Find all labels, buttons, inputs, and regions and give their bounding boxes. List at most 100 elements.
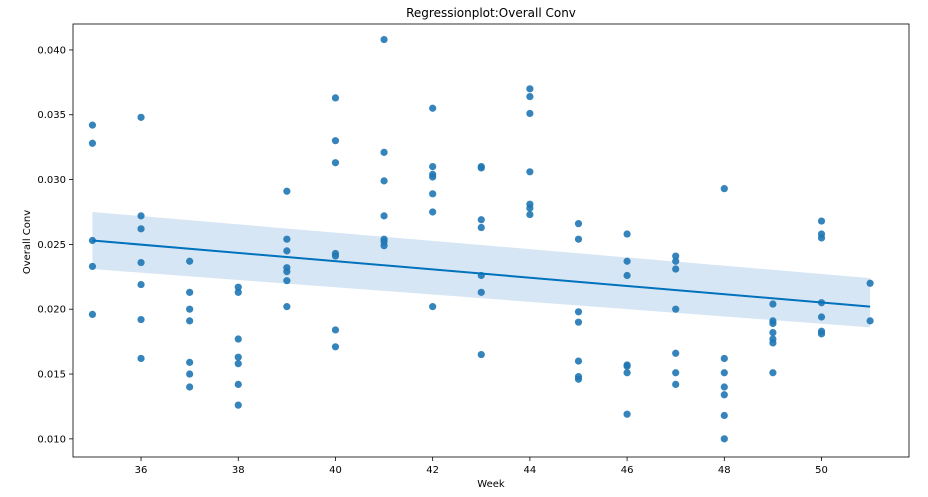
data-point [672, 380, 680, 389]
data-point [672, 369, 680, 377]
regression-line [92, 239, 871, 308]
data-point [88, 262, 97, 271]
data-point [137, 315, 145, 324]
data-point [186, 305, 194, 313]
data-point [526, 109, 534, 118]
data-point [672, 265, 680, 273]
x-tick-label: 40 [329, 465, 342, 476]
data-point [137, 225, 145, 233]
plot-frame [72, 23, 910, 458]
data-point [817, 313, 826, 321]
y-tick-label: 0.040 [37, 45, 66, 56]
y-tick-label: 0.030 [37, 175, 66, 186]
data-point [769, 328, 777, 337]
data-point [720, 411, 728, 420]
data-point [234, 401, 242, 409]
y-tick-label: 0.015 [37, 370, 66, 381]
data-point [234, 380, 242, 389]
y-tick-label: 0.025 [37, 240, 66, 251]
data-point [623, 257, 631, 265]
data-point [283, 235, 291, 243]
plot-area [88, 35, 874, 443]
data-point [331, 343, 340, 351]
data-point [769, 300, 777, 308]
data-point [672, 252, 680, 260]
data-point [429, 208, 437, 216]
data-point [283, 268, 291, 276]
data-point [137, 354, 145, 363]
data-point [769, 319, 777, 328]
data-point [866, 279, 874, 287]
data-point [137, 113, 145, 121]
data-point [574, 308, 583, 316]
data-point [137, 258, 145, 267]
data-point [331, 137, 340, 145]
data-point [526, 210, 534, 219]
data-point [429, 104, 437, 112]
data-point [623, 369, 631, 377]
data-point [769, 339, 777, 347]
data-point [234, 288, 242, 296]
data-point [623, 230, 631, 238]
data-point [331, 326, 340, 334]
data-point [283, 277, 291, 285]
data-point [526, 85, 534, 93]
data-point [234, 353, 242, 361]
y-tick-label: 0.010 [37, 434, 66, 445]
data-point [234, 360, 242, 368]
x-tick-label: 44 [524, 465, 537, 476]
data-point [477, 288, 485, 296]
data-point [186, 288, 194, 296]
data-point [283, 303, 291, 311]
data-point [672, 257, 680, 265]
data-point [331, 159, 340, 167]
data-point [88, 139, 97, 147]
data-point [429, 303, 437, 311]
x-tick-label: 48 [718, 465, 731, 476]
x-tick-label: 50 [815, 465, 828, 476]
data-point [574, 357, 583, 365]
data-point [672, 305, 680, 313]
data-point [720, 383, 728, 391]
data-point [477, 350, 485, 359]
data-point [186, 257, 194, 265]
x-axis: 36 38 40 42 44 46 48 50 [135, 457, 828, 476]
data-point [380, 148, 388, 156]
data-point [88, 121, 97, 129]
data-point [137, 280, 145, 289]
x-axis-label: Week [477, 479, 505, 490]
data-point [623, 410, 631, 418]
data-point [283, 187, 291, 195]
x-tick-label: 42 [426, 465, 439, 476]
data-point [574, 220, 583, 228]
data-point [817, 234, 826, 242]
data-point [477, 223, 485, 232]
data-point [720, 369, 728, 377]
data-point [477, 164, 485, 172]
x-tick-label: 46 [621, 465, 634, 476]
data-point [186, 358, 194, 366]
y-axis: 0.010 0.015 0.020 0.025 0.030 0.035 0.040 [37, 45, 73, 445]
data-point [88, 310, 97, 318]
data-point [380, 242, 388, 250]
data-point [526, 168, 534, 176]
data-point [331, 94, 340, 102]
data-point [769, 369, 777, 377]
data-point [186, 317, 194, 325]
data-point [623, 362, 631, 370]
data-point [720, 391, 728, 399]
y-axis-label: Overall Conv [22, 210, 33, 274]
x-tick-label: 38 [232, 465, 245, 476]
data-point [234, 335, 242, 343]
data-point [574, 318, 583, 326]
chart-title: Regressionplot:Overall Conv [406, 6, 576, 20]
data-point [380, 177, 388, 185]
data-point [429, 163, 437, 171]
data-point [186, 370, 194, 378]
data-point [477, 216, 485, 224]
data-point [720, 185, 728, 193]
data-point [331, 252, 340, 260]
data-point [429, 173, 437, 181]
data-point [574, 235, 583, 243]
